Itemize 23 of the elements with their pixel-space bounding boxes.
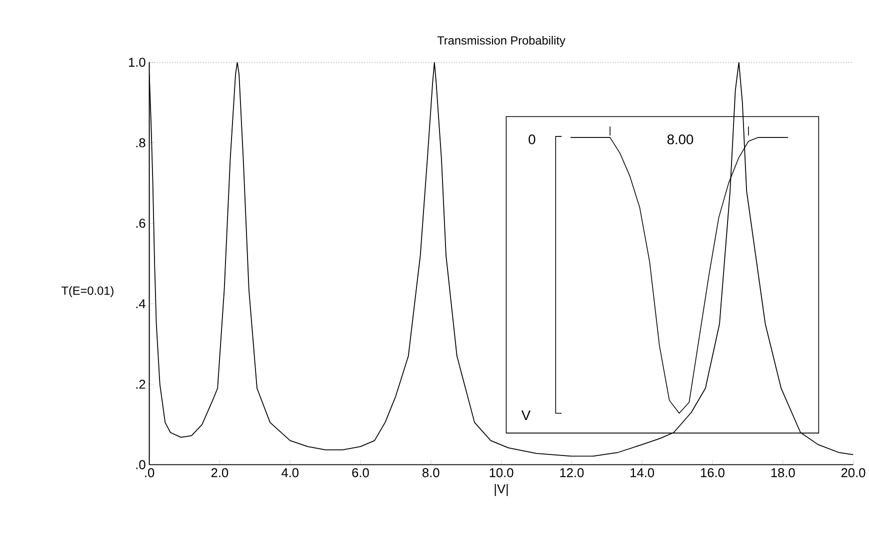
x-axis-title: |V| (494, 484, 508, 496)
y-axis-title: T(E=0.01) (62, 286, 114, 298)
x-tick-label: 20.0 (841, 468, 866, 478)
x-tick-label: 18.0 (771, 468, 795, 478)
x-tick-label: 14.0 (630, 468, 654, 478)
x-tick-label: .0 (145, 468, 154, 478)
y-tick-label: 1.0 (128, 58, 146, 67)
y-tick-label: .6 (136, 218, 146, 228)
chart-title: Transmission Probability (437, 36, 566, 48)
x-tick-label: 4.0 (281, 468, 298, 478)
annotation: V (521, 410, 531, 420)
x-tick-label: 16.0 (700, 468, 724, 478)
annotation: 8.00 (667, 134, 694, 144)
y-tick-label: .4 (136, 299, 146, 308)
x-tick-label: 10.0 (490, 468, 514, 478)
x-tick-label: 6.0 (352, 468, 369, 478)
x-tick-label: 8.0 (422, 468, 440, 478)
x-tick-label: 2.0 (211, 468, 228, 478)
y-tick-label: .0 (136, 460, 146, 470)
y-tick-label: .2 (136, 380, 146, 389)
y-tick-label: .8 (136, 138, 146, 148)
x-tick-label: 12.0 (560, 468, 584, 478)
annotation: 0 (528, 134, 536, 144)
